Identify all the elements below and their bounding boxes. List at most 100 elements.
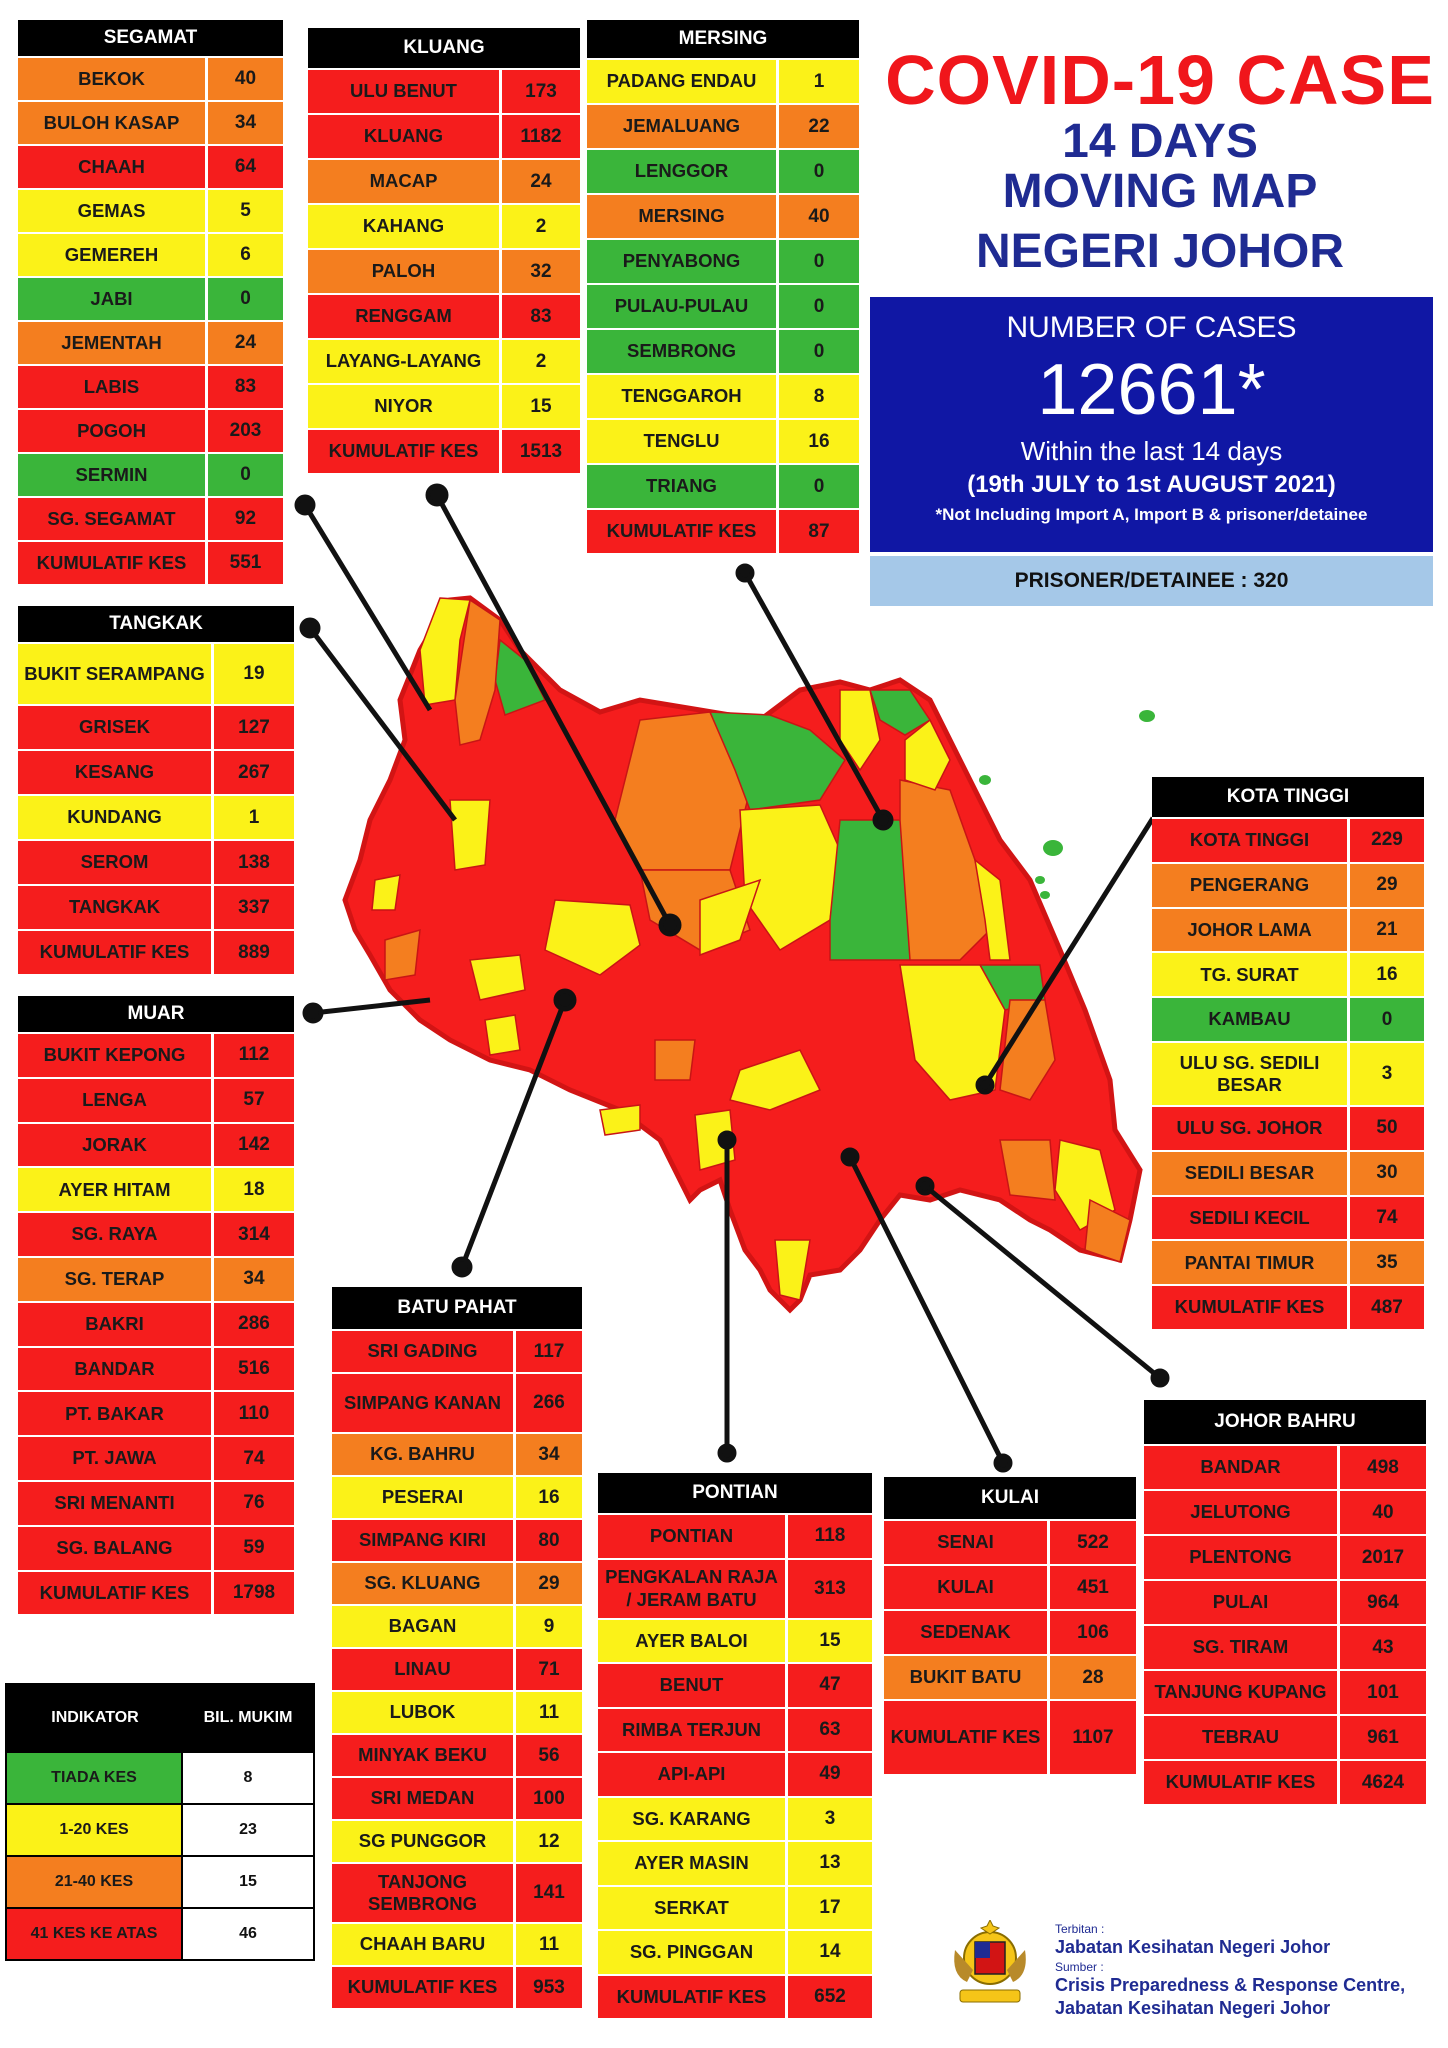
table-row: GEMAS 5 xyxy=(18,188,283,232)
mukim-name: BUKIT BATU xyxy=(884,1656,1050,1699)
case-count: 1107 xyxy=(1072,1726,1114,1748)
table-row: KUMULATIF KES 1513 xyxy=(308,428,580,473)
case-count: 337 xyxy=(238,896,270,918)
mukim-name: BANDAR xyxy=(1144,1446,1340,1489)
mukim-name: KG. BAHRU xyxy=(332,1434,516,1475)
case-count: 16 xyxy=(808,430,830,452)
mukim-name: AYER MASIN xyxy=(598,1842,788,1885)
case-count: 0 xyxy=(813,295,825,317)
map-region-jemaluang xyxy=(973,858,1011,961)
table-row: PANTAI TIMUR 35 xyxy=(1152,1239,1424,1285)
case-count: 142 xyxy=(238,1133,270,1155)
mukim-name: LINAU xyxy=(332,1649,516,1690)
case-count: 203 xyxy=(229,420,262,441)
mukim-name: BUKIT SERAMPANG xyxy=(18,644,214,704)
table-row: TANJUNG KUPANG 101 xyxy=(1144,1669,1426,1714)
case-count: 11 xyxy=(538,1701,560,1723)
mukim-name: AYER BALOI xyxy=(598,1619,788,1662)
table-row: GRISEK 127 xyxy=(18,704,294,749)
table-row: SIMPANG KANAN 266 xyxy=(332,1372,582,1432)
mukim-name: BANDAR xyxy=(18,1347,214,1391)
table-row: KLUANG 1182 xyxy=(308,113,580,158)
mukim-name: BUKIT KEPONG xyxy=(18,1034,214,1077)
mukim-name: SEROM xyxy=(18,841,214,884)
mukim-name: KULAI xyxy=(884,1566,1050,1609)
map-region-ulu-sedili xyxy=(899,964,1006,1101)
case-count: 173 xyxy=(525,80,557,102)
table-row: JABI 0 xyxy=(18,276,283,320)
table-row: AYER BALOI 15 xyxy=(598,1617,872,1662)
mukim-name: SIMPANG KANAN xyxy=(332,1374,516,1432)
table-row: TRIANG 0 xyxy=(587,463,859,508)
case-count: 59 xyxy=(243,1537,265,1559)
mukim-name: KLUANG xyxy=(308,115,502,158)
mukim-name: SG. TERAP xyxy=(18,1257,214,1301)
table-row: GEMEREH 6 xyxy=(18,232,283,276)
mukim-name: CHAAH BARU xyxy=(332,1924,516,1965)
mukim-name: TANGKAK xyxy=(18,886,214,929)
map-region-endau xyxy=(904,718,951,791)
table-row: SRI MEDAN 100 xyxy=(332,1776,582,1819)
period-line-1: Within the last 14 days xyxy=(1020,436,1283,467)
table-row: KUMULATIF KES 1107 xyxy=(884,1699,1136,1774)
table-header-johor-bahru: JOHOR BAHRU xyxy=(1144,1400,1426,1444)
table-row: MINYAK BEKU 56 xyxy=(332,1733,582,1776)
mukim-name: KOTA TINGGI xyxy=(1152,819,1350,862)
table-johor-bahru: JOHOR BAHRU BANDAR 498 JELUTONG 40 PLENTONG 20… xyxy=(1144,1400,1426,1804)
map-region-tenglu xyxy=(839,689,881,772)
table-row: LUBOK 11 xyxy=(332,1690,582,1733)
table-row: SEDILI BESAR 30 xyxy=(1152,1149,1424,1195)
legend-indicator: TIADA KES xyxy=(7,1753,183,1803)
mukim-name: KUMULATIF KES xyxy=(1152,1286,1350,1329)
mukim-name: API-API xyxy=(598,1753,788,1796)
table-row: KUMULATIF KES 652 xyxy=(598,1973,872,2018)
case-count: 2017 xyxy=(1361,1546,1405,1568)
table-row: BEKOK 40 xyxy=(18,56,283,100)
case-count: 14 xyxy=(819,1941,841,1963)
case-count: 652 xyxy=(814,1985,846,2007)
mukim-name: KESANG xyxy=(18,751,214,794)
legend-col-indicator: INDIKATOR xyxy=(51,1709,139,1726)
cases-label: NUMBER OF CASES xyxy=(1006,311,1297,344)
mukim-name: LENGGOR xyxy=(587,150,779,193)
map-region-lenggor xyxy=(829,819,911,961)
mukim-name: SG. TIRAM xyxy=(1144,1626,1340,1669)
table-row: SG. KLUANG 29 xyxy=(332,1561,582,1604)
map-island-2 xyxy=(979,775,991,785)
case-count: 141 xyxy=(533,1882,565,1903)
case-count: 9 xyxy=(543,1615,555,1637)
map-region-mersing xyxy=(899,779,991,961)
mukim-name: PULAI xyxy=(1144,1581,1340,1624)
case-count: 4624 xyxy=(1361,1771,1405,1793)
case-count: 2 xyxy=(535,215,547,237)
case-count: 63 xyxy=(819,1718,841,1740)
case-count: 516 xyxy=(238,1357,270,1379)
mukim-name: JELUTONG xyxy=(1144,1491,1340,1534)
table-row: TANGKAK 337 xyxy=(18,884,294,929)
table-pontian: PONTIAN PONTIAN 118 PENGKALAN RAJA / JERAM … xyxy=(598,1473,872,2018)
map-region-serkat xyxy=(774,1239,811,1301)
case-count: 83 xyxy=(234,376,257,397)
table-row: SG. BALANG 59 xyxy=(18,1524,294,1570)
legend-row: 41 KES KE ATAS 46 xyxy=(7,1907,313,1959)
case-count: 32 xyxy=(530,260,552,282)
case-count: 267 xyxy=(238,761,270,783)
case-count: 0 xyxy=(240,288,251,309)
case-count: 18 xyxy=(243,1178,265,1200)
mukim-name: TANJUNG KUPANG xyxy=(1144,1671,1340,1714)
case-count: 24 xyxy=(234,332,257,353)
table-row: ULU SG. SEDILI BESAR 3 xyxy=(1152,1040,1424,1105)
case-count: 87 xyxy=(808,520,830,542)
legend-indicator: 1-20 KES xyxy=(7,1805,183,1855)
table-row: PULAU-PULAU 0 xyxy=(587,283,859,328)
map-region-pengerang xyxy=(1084,1198,1131,1263)
main-title: COVID-19 CASE xyxy=(885,41,1435,119)
table-header-kulai: KULAI xyxy=(884,1477,1136,1519)
table-header-mersing: MERSING xyxy=(587,20,859,58)
prisoner-detainee-bar: PRISONER/DETAINEE : 320 xyxy=(870,556,1433,606)
table-row: BENUT 47 xyxy=(598,1662,872,1707)
case-count: 1513 xyxy=(519,440,563,462)
mukim-name: JOHOR LAMA xyxy=(1152,908,1350,952)
case-count: 34 xyxy=(234,112,257,133)
table-row: ULU SG. JOHOR 50 xyxy=(1152,1104,1424,1150)
